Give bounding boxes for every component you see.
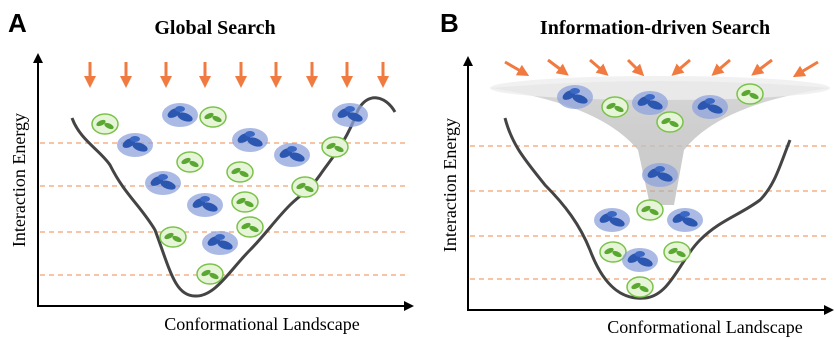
protein (637, 200, 663, 220)
protein (117, 133, 153, 157)
x-axis-label: Conformational Landscape (607, 317, 802, 337)
protein (145, 171, 181, 195)
protein (162, 103, 198, 127)
protein (200, 107, 226, 127)
protein (232, 192, 258, 212)
protein (627, 277, 653, 297)
protein (160, 227, 186, 247)
search-arrows (90, 62, 383, 82)
y-axis-label: Interaction Energy (440, 118, 460, 252)
panel-title: Information-driven Search (540, 17, 770, 39)
protein (332, 103, 368, 127)
protein (667, 208, 703, 232)
protein (664, 242, 690, 262)
protein (622, 248, 658, 272)
protein (322, 137, 348, 157)
panel-label: B (440, 8, 459, 38)
protein (197, 264, 223, 284)
protein (92, 114, 118, 134)
protein (292, 177, 318, 197)
proteins (92, 103, 368, 284)
protein (657, 112, 683, 132)
protein (227, 162, 253, 182)
x-axis-label: Conformational Landscape (164, 314, 359, 334)
protein (737, 84, 763, 104)
panel-title: Global Search (154, 17, 275, 39)
panel-label: A (8, 8, 27, 38)
figure: A Global Search (0, 0, 835, 339)
energy-levels (40, 143, 405, 275)
protein (202, 231, 238, 255)
protein (274, 143, 310, 167)
protein (632, 91, 668, 115)
protein (237, 217, 263, 237)
protein (602, 97, 628, 117)
panel-a: A Global Search (8, 8, 412, 334)
y-axis-label: Interaction Energy (9, 113, 29, 247)
protein (232, 128, 268, 152)
protein (177, 152, 203, 172)
protein (187, 193, 223, 217)
protein (642, 163, 678, 187)
protein (557, 85, 593, 109)
panel-b: B Information-driven Search (440, 8, 832, 337)
protein (594, 208, 630, 232)
search-arrows (505, 60, 818, 74)
protein (692, 95, 728, 119)
